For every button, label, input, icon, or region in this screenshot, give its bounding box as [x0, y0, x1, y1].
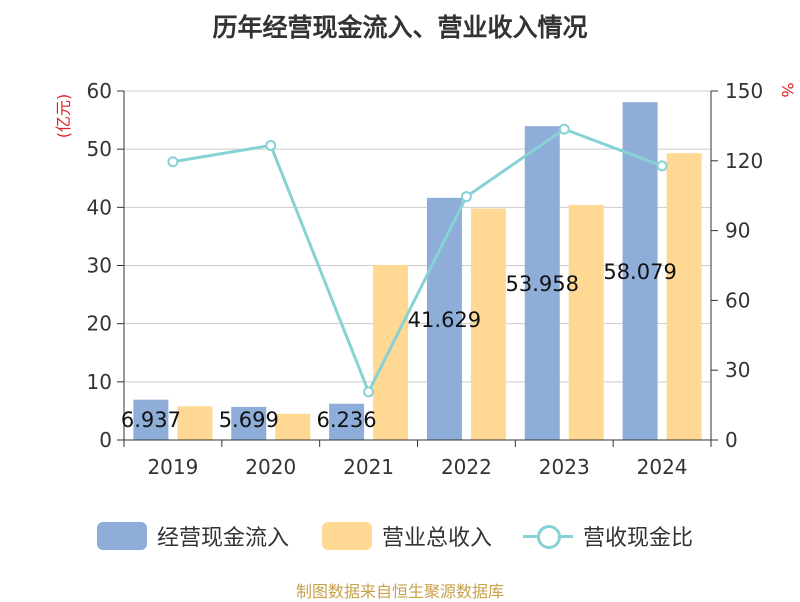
y-left-tick-label: 30 [87, 254, 112, 278]
x-tick-label: 2024 [637, 455, 688, 479]
bars-layer [133, 102, 702, 441]
bar-revenue [666, 153, 702, 440]
y-right-unit-label: % [778, 82, 797, 97]
source-note: 制图数据来自恒生聚源数据库 [295, 582, 504, 601]
legend-item-cash-inflow[interactable]: 经营现金流入 [97, 518, 289, 554]
grid-lines [124, 90, 711, 383]
legend-item-revenue[interactable]: 营业总收入 [322, 518, 492, 554]
legend-swatch-ratio [523, 522, 573, 550]
bar-cash-inflow [133, 399, 169, 440]
y-right-tick-label: 150 [725, 79, 763, 103]
data-label-cash-inflow: 5.699 [219, 408, 279, 432]
x-tick-label: 2020 [245, 455, 296, 479]
bar-cash-inflow [231, 406, 267, 440]
data-labels-layer: 6.937 5.699 6.236 41.629 53.958 58.079 [121, 260, 677, 432]
ratio-point [363, 386, 375, 398]
x-tick-label: 2021 [343, 455, 394, 479]
x-tick-label: 2019 [147, 455, 198, 479]
axes-layer: 0 10 20 30 40 50 60 0 30 60 90 120 150 (亿元)% 2019 2020 2… [54, 79, 797, 479]
ratio-point [558, 123, 570, 135]
legend: 经营现金流入 营业总收入 营收现金比 [0, 518, 800, 554]
data-label-cash-inflow: 53.958 [506, 272, 579, 296]
y-right-tick-label: 0 [725, 428, 738, 452]
bar-cash-inflow [524, 126, 560, 441]
y-left-tick-label: 0 [99, 428, 112, 452]
legend-item-ratio[interactable]: 营收现金比 [523, 518, 693, 554]
legend-label-cash-inflow: 经营现金流入 [157, 526, 290, 551]
y-left-tick-label: 20 [87, 312, 112, 336]
ratio-line [172, 127, 663, 396]
bar-cash-inflow [329, 403, 365, 440]
legend-swatch-revenue [322, 522, 372, 550]
ratio-point [167, 156, 179, 168]
x-tick-label: 2023 [539, 455, 590, 479]
bar-revenue [470, 208, 506, 440]
data-label-cash-inflow: 6.937 [121, 408, 181, 432]
y-right-tick-label: 60 [725, 288, 750, 312]
data-label-cash-inflow: 41.629 [408, 308, 481, 332]
y-right-tick-label: 120 [725, 149, 763, 173]
bar-revenue [568, 205, 604, 440]
y-right-tick-label: 30 [725, 358, 750, 382]
bar-revenue [275, 413, 311, 440]
chart-title: 历年经营现金流入、营业收入情况 [212, 13, 588, 42]
ratio-point [265, 139, 277, 151]
ratio-line-layer [167, 123, 668, 398]
bar-revenue [373, 264, 409, 440]
ratio-point [460, 191, 472, 203]
x-tick-label: 2022 [441, 455, 492, 479]
data-label-cash-inflow: 6.236 [317, 408, 377, 432]
y-left-tick-label: 50 [87, 137, 112, 161]
data-label-cash-inflow: 58.079 [603, 260, 676, 284]
ratio-point [656, 160, 668, 172]
bar-revenue [177, 406, 213, 440]
y-left-tick-label: 60 [87, 79, 112, 103]
y-right-tick-label: 90 [725, 219, 750, 243]
y-left-tick-label: 10 [87, 370, 112, 394]
legend-label-ratio: 营收现金比 [583, 526, 694, 551]
y-left-unit-label: (亿元) [54, 94, 73, 139]
legend-swatch-cash-inflow [97, 522, 147, 550]
legend-label-revenue: 营业总收入 [382, 526, 493, 551]
y-left-tick-label: 40 [87, 195, 112, 219]
